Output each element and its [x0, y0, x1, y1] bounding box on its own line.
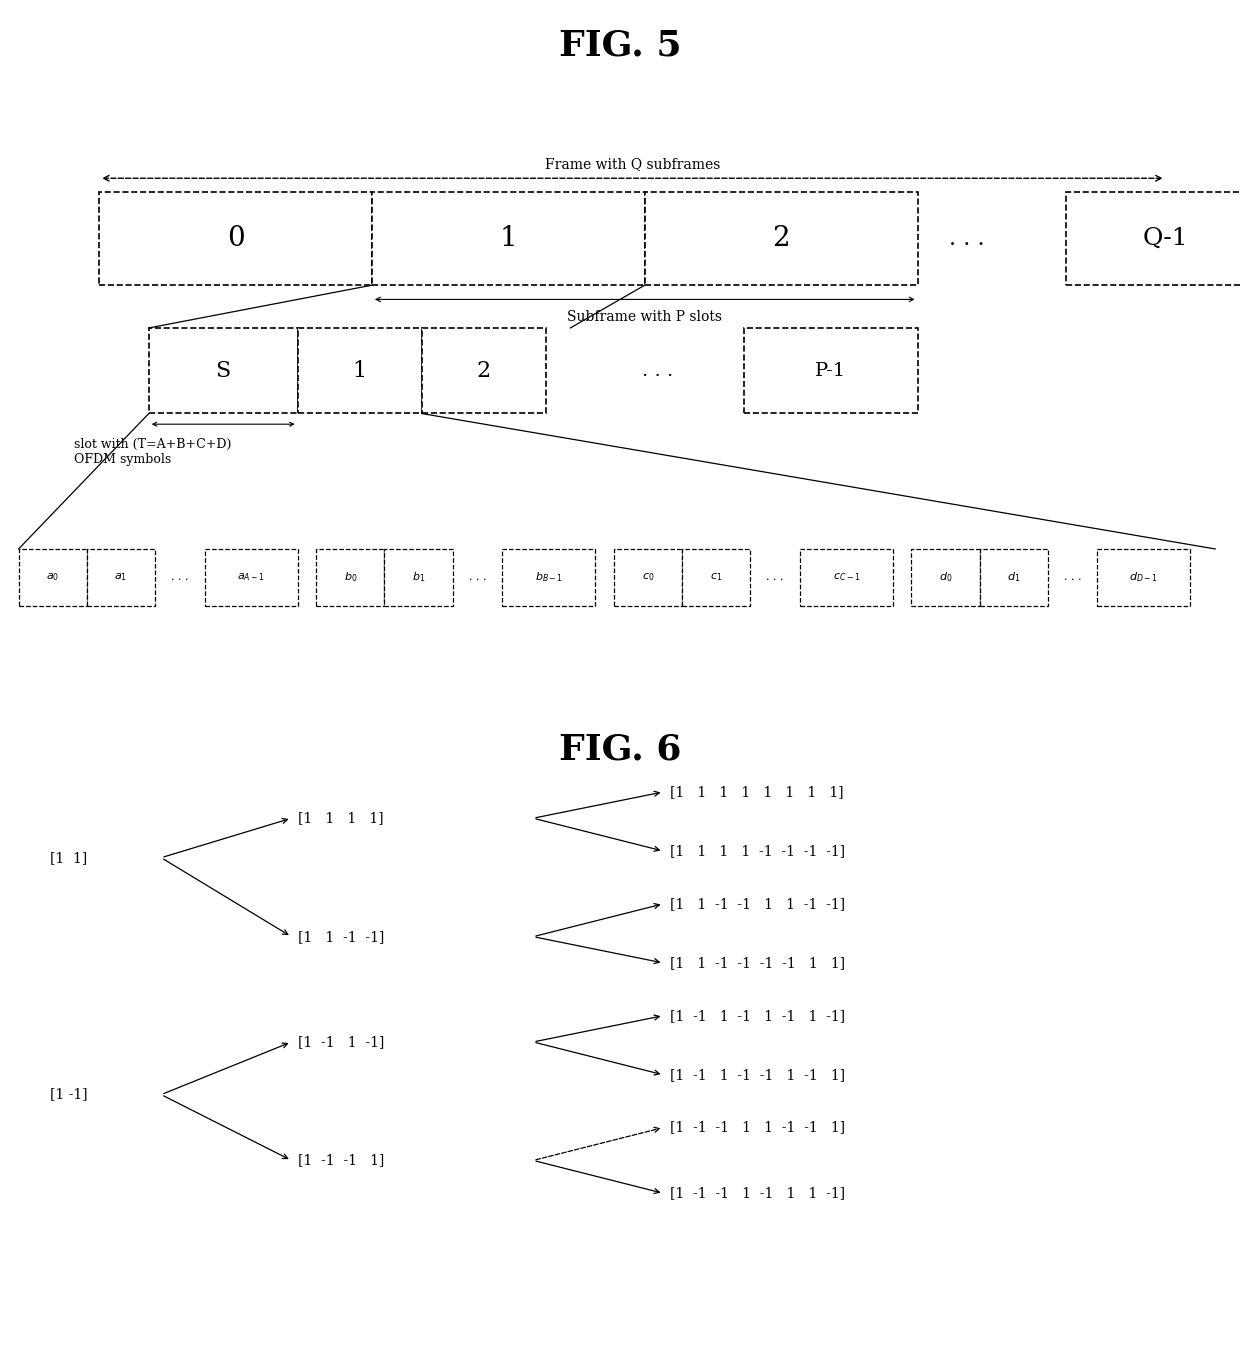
- Text: . . .: . . .: [171, 573, 188, 583]
- Text: [1  -1  -1   1   1  -1  -1   1]: [1 -1 -1 1 1 -1 -1 1]: [670, 1120, 844, 1135]
- Text: . . .: . . .: [469, 573, 486, 583]
- Text: [1  -1   1  -1  -1   1  -1   1]: [1 -1 1 -1 -1 1 -1 1]: [670, 1068, 844, 1082]
- Text: . . .: . . .: [1064, 573, 1081, 583]
- Text: $a_0$: $a_0$: [46, 572, 60, 584]
- Text: $c_{C-1}$: $c_{C-1}$: [832, 572, 861, 584]
- Bar: [682, 548, 750, 606]
- Bar: [422, 328, 546, 414]
- Text: $d_0$: $d_0$: [939, 570, 952, 584]
- Text: [1   1  -1  -1  -1  -1   1   1]: [1 1 -1 -1 -1 -1 1 1]: [670, 956, 844, 971]
- Text: $d_{D-1}$: $d_{D-1}$: [1130, 570, 1158, 584]
- Text: P-1: P-1: [815, 362, 847, 380]
- Text: [1  -1   1  -1]: [1 -1 1 -1]: [298, 1035, 384, 1049]
- Text: 1: 1: [500, 225, 517, 252]
- Text: [1  -1   1  -1   1  -1   1  -1]: [1 -1 1 -1 1 -1 1 -1]: [670, 1009, 844, 1023]
- Text: $b_1$: $b_1$: [412, 570, 425, 584]
- Bar: [502, 548, 595, 606]
- Text: Q-1: Q-1: [1143, 228, 1188, 251]
- Text: $d_1$: $d_1$: [1007, 570, 1021, 584]
- Text: $b_{B-1}$: $b_{B-1}$: [534, 570, 563, 584]
- Text: . . .: . . .: [641, 362, 673, 380]
- Bar: [744, 328, 918, 414]
- Bar: [205, 548, 298, 606]
- Text: FIG. 6: FIG. 6: [559, 732, 681, 766]
- Bar: [298, 328, 422, 414]
- Bar: [800, 548, 893, 606]
- Bar: [372, 192, 645, 285]
- Text: [1   1   1   1   1   1   1   1]: [1 1 1 1 1 1 1 1]: [670, 784, 843, 799]
- Text: [1   1  -1  -1   1   1  -1  -1]: [1 1 -1 -1 1 1 -1 -1]: [670, 897, 844, 910]
- Text: 1: 1: [352, 359, 367, 381]
- Bar: [645, 192, 918, 285]
- Text: [1   1   1   1]: [1 1 1 1]: [298, 812, 383, 825]
- Text: S: S: [216, 359, 231, 381]
- Text: . . .: . . .: [766, 573, 784, 583]
- Text: [1   1  -1  -1]: [1 1 -1 -1]: [298, 930, 384, 943]
- Text: Frame with Q subframes: Frame with Q subframes: [544, 158, 720, 171]
- Text: $b_0$: $b_0$: [343, 570, 357, 584]
- Text: $c_0$: $c_0$: [641, 572, 655, 584]
- Text: . . .: . . .: [950, 228, 985, 250]
- Bar: [980, 548, 1048, 606]
- Text: $a_{A-1}$: $a_{A-1}$: [237, 572, 265, 584]
- Text: slot with (T=A+B+C+D)
OFDM symbols: slot with (T=A+B+C+D) OFDM symbols: [74, 439, 232, 466]
- Bar: [384, 548, 453, 606]
- Text: [1  1]: [1 1]: [50, 850, 87, 865]
- Text: 2: 2: [476, 359, 491, 381]
- Text: [1  -1  -1   1  -1   1   1  -1]: [1 -1 -1 1 -1 1 1 -1]: [670, 1186, 844, 1201]
- Text: [1  -1  -1   1]: [1 -1 -1 1]: [298, 1153, 384, 1168]
- Bar: [911, 548, 980, 606]
- Text: $c_1$: $c_1$: [711, 572, 722, 584]
- Text: FIG. 5: FIG. 5: [559, 29, 681, 63]
- Bar: [19, 548, 87, 606]
- Text: 0: 0: [227, 225, 244, 252]
- Text: [1   1   1   1  -1  -1  -1  -1]: [1 1 1 1 -1 -1 -1 -1]: [670, 845, 844, 858]
- Text: $a_1$: $a_1$: [114, 572, 128, 584]
- Bar: [149, 328, 298, 414]
- Bar: [99, 192, 372, 285]
- Bar: [1066, 192, 1240, 285]
- Text: Subframe with P slots: Subframe with P slots: [568, 310, 722, 324]
- Bar: [316, 548, 384, 606]
- Text: [1 -1]: [1 -1]: [50, 1087, 87, 1102]
- Bar: [614, 548, 682, 606]
- Text: 2: 2: [773, 225, 790, 252]
- Bar: [1097, 548, 1190, 606]
- Bar: [87, 548, 155, 606]
